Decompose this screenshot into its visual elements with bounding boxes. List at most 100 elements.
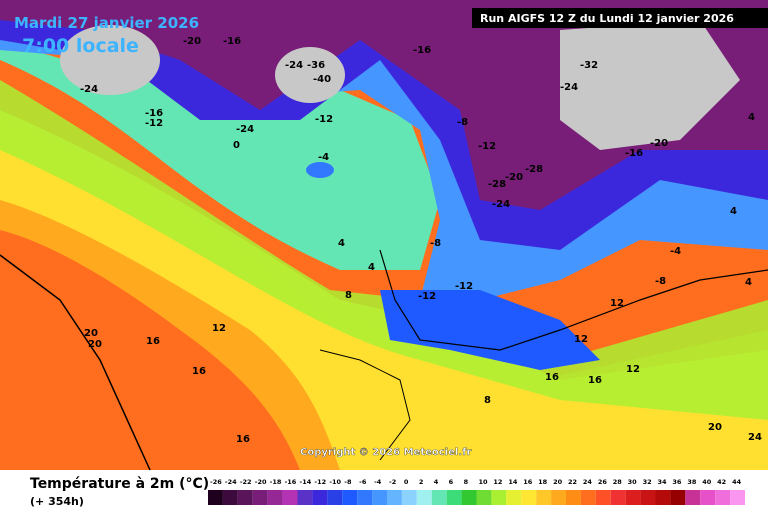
colorbar-label: 2 <box>419 478 424 486</box>
contour-label: -12 <box>418 291 436 302</box>
contour-label: 0 <box>233 140 240 151</box>
contour-label: 24 <box>748 432 762 443</box>
colorbar-label: -10 <box>329 478 341 486</box>
contour-label: -28 <box>488 179 506 190</box>
contour-label: 20 <box>88 339 102 350</box>
colorbar-label: 8 <box>464 478 469 486</box>
contour-label: 8 <box>484 395 491 406</box>
colorbar-label: 6 <box>449 478 454 486</box>
colorbar-label: 12 <box>493 478 502 486</box>
colorbar-label: -26 <box>210 478 222 486</box>
contour-label: 20 <box>84 328 98 339</box>
colorbar-swatch <box>208 490 223 505</box>
contour-label: -36 <box>307 60 325 71</box>
colorbar-label: 10 <box>479 478 489 486</box>
contour-label: -12 <box>315 114 333 125</box>
contour-label: 16 <box>545 372 559 383</box>
colorbar-swatch <box>327 490 343 505</box>
colorbar-label: 28 <box>613 478 623 486</box>
contour-label: -16 <box>625 148 643 159</box>
contour-label: 12 <box>610 298 624 309</box>
colorbar-label: 32 <box>643 478 652 486</box>
colorbar-swatch <box>670 490 686 505</box>
colorbar-swatch <box>401 490 417 505</box>
contour-label: -24 <box>285 60 303 71</box>
colorbar-label: -2 <box>389 478 396 486</box>
colorbar-label: 16 <box>523 478 533 486</box>
colorbar-swatch <box>595 490 611 505</box>
map <box>0 0 768 471</box>
contour-label: -4 <box>670 246 681 257</box>
colorbar-label: 24 <box>583 478 593 486</box>
contour-label: -20 <box>183 36 201 47</box>
colorbar-swatch <box>655 490 671 505</box>
forecast-date: Mardi 27 janvier 2026 <box>14 14 199 32</box>
contour-label: 4 <box>745 277 752 288</box>
colorbar-swatch <box>521 490 537 505</box>
colorbar-label: -20 <box>255 478 267 486</box>
map-labels: -24 -16 -12 -20 -16 -24 -36 -40 -12 -24 … <box>80 36 762 445</box>
contour-label: -24 <box>80 84 98 95</box>
colorbar-label: -24 <box>225 478 237 486</box>
colorbar-label: 34 <box>658 478 668 486</box>
colorbar-swatch <box>387 490 402 505</box>
contour-label: -40 <box>313 74 331 85</box>
colorbar-swatch <box>446 490 462 505</box>
colorbar-label: 44 <box>732 478 742 486</box>
contour-label: 16 <box>146 336 160 347</box>
contour-label: -24 <box>236 124 254 135</box>
colorbar-label: 14 <box>508 478 518 486</box>
colorbar-swatch <box>506 490 522 505</box>
colorbar-swatch <box>252 490 268 505</box>
forecast-time: 7:00 locale <box>22 35 139 57</box>
contour-label: 20 <box>708 422 722 433</box>
forecast-lead: (+ 354h) <box>30 495 84 508</box>
colorbar-swatch <box>580 490 596 505</box>
contour-label: -8 <box>430 238 441 249</box>
colorbar-label: -18 <box>270 478 282 486</box>
colorbar-label: -12 <box>314 478 326 486</box>
colorbar-swatch <box>372 490 387 505</box>
colorbar-swatch <box>700 490 716 505</box>
colorbar: -26 -24 -22 -20 -18 -16 -14 -12 -10 -8 -6 -4 -2 0 2 4 6 8… <box>208 478 745 505</box>
contour-label: -8 <box>655 276 666 287</box>
colorbar-label: 0 <box>404 478 409 486</box>
copyright: Copyright © 2026 Meteociel.fr <box>300 447 471 458</box>
colorbar-label: 4 <box>434 478 439 486</box>
colorbar-label: 40 <box>702 478 712 486</box>
colorbar-swatch <box>342 490 358 505</box>
contour-label: 16 <box>588 375 602 386</box>
colorbar-label: 38 <box>687 478 697 486</box>
colorbar-label: 20 <box>553 478 563 486</box>
contour-label: 4 <box>730 206 737 217</box>
colorbar-label: 30 <box>628 478 638 486</box>
colorbar-swatch <box>625 490 641 505</box>
contour-label: -24 <box>560 82 578 93</box>
colorbar-swatch <box>715 490 731 505</box>
colorbar-swatch <box>297 490 313 505</box>
colorbar-swatch <box>476 490 492 505</box>
colorbar-swatch <box>685 490 701 505</box>
contour-label: -4 <box>318 152 329 163</box>
contour-label: 8 <box>345 290 352 301</box>
colorbar-swatch <box>416 490 432 505</box>
colorbar-swatch <box>491 490 507 505</box>
colorbar-swatch <box>536 490 552 505</box>
contour-label: 12 <box>212 323 226 334</box>
colorbar-swatch <box>566 490 581 505</box>
colorbar-label: 18 <box>538 478 548 486</box>
colorbar-swatch <box>312 490 328 505</box>
colorbar-swatch <box>431 490 447 505</box>
contour-label: -12 <box>455 281 473 292</box>
contour-label: -32 <box>580 60 598 71</box>
colorbar-swatch <box>610 490 626 505</box>
contour-label: -12 <box>145 118 163 129</box>
legend-title: Température à 2m (°C) <box>30 476 209 492</box>
run-info: Run AIGFS 12 Z du Lundi 12 janvier 2026 <box>480 12 734 25</box>
contour-label: -16 <box>413 45 431 56</box>
colorbar-label: -16 <box>285 478 297 486</box>
contour-label: 12 <box>574 334 588 345</box>
contour-label: 16 <box>236 434 250 445</box>
